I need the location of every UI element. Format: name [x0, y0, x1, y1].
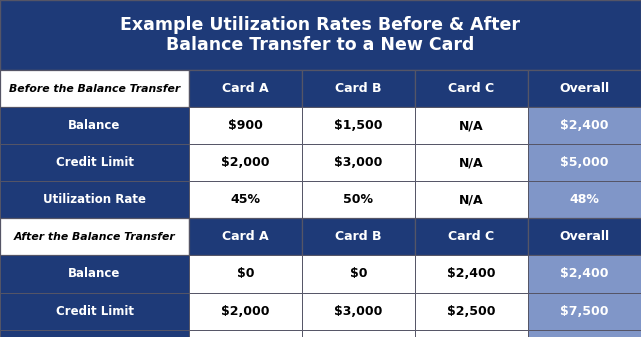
Bar	[302, 330, 415, 337]
Bar	[0, 70, 189, 107]
Text: 50%: 50%	[344, 193, 373, 206]
Text: After the Balance Transfer: After the Balance Transfer	[13, 232, 176, 242]
Text: $3,000: $3,000	[334, 305, 383, 317]
Bar	[0, 144, 189, 181]
Text: Card C: Card C	[448, 231, 494, 243]
Bar	[302, 293, 415, 330]
Text: Overall: Overall	[559, 82, 610, 95]
Text: Balance: Balance	[69, 119, 121, 132]
Bar	[189, 70, 302, 107]
Bar	[415, 330, 528, 337]
Bar	[0, 330, 189, 337]
Bar	[0, 181, 189, 218]
Text: $7,500: $7,500	[560, 305, 608, 317]
Text: $3,000: $3,000	[334, 156, 383, 169]
Bar	[528, 255, 641, 293]
Bar	[528, 330, 641, 337]
Text: $2,000: $2,000	[221, 156, 270, 169]
Bar	[189, 144, 302, 181]
Text: $2,500: $2,500	[447, 305, 495, 317]
Bar	[302, 181, 415, 218]
Bar	[189, 293, 302, 330]
Bar	[528, 181, 641, 218]
Text: Credit Limit: Credit Limit	[56, 305, 133, 317]
Text: Example Utilization Rates Before & After
Balance Transfer to a New Card: Example Utilization Rates Before & After…	[121, 16, 520, 55]
Bar	[189, 330, 302, 337]
Text: N/A: N/A	[459, 156, 483, 169]
Bar	[528, 70, 641, 107]
Text: Card A: Card A	[222, 231, 269, 243]
Bar	[415, 218, 528, 255]
Text: Balance: Balance	[69, 268, 121, 280]
Text: $2,400: $2,400	[560, 119, 608, 132]
Bar	[415, 70, 528, 107]
Text: N/A: N/A	[459, 119, 483, 132]
Bar	[0, 255, 189, 293]
Bar	[302, 144, 415, 181]
Text: Credit Limit: Credit Limit	[56, 156, 133, 169]
Bar	[0, 218, 189, 255]
Text: $2,000: $2,000	[221, 305, 270, 317]
Text: Overall: Overall	[559, 231, 610, 243]
Bar	[415, 255, 528, 293]
Bar	[302, 218, 415, 255]
Text: Card B: Card B	[335, 82, 381, 95]
Bar	[302, 255, 415, 293]
Text: $900: $900	[228, 119, 263, 132]
Bar	[189, 107, 302, 144]
Bar	[0, 107, 189, 144]
Text: $0: $0	[237, 268, 254, 280]
Text: 45%: 45%	[231, 193, 260, 206]
Text: Card A: Card A	[222, 82, 269, 95]
Text: $0: $0	[349, 268, 367, 280]
Text: $2,400: $2,400	[560, 268, 608, 280]
Text: $1,500: $1,500	[334, 119, 383, 132]
Bar	[189, 181, 302, 218]
Bar	[302, 107, 415, 144]
Bar	[415, 107, 528, 144]
Bar	[528, 144, 641, 181]
Bar	[528, 218, 641, 255]
Bar	[415, 144, 528, 181]
Text: Card B: Card B	[335, 231, 381, 243]
Bar	[528, 293, 641, 330]
Text: $5,000: $5,000	[560, 156, 608, 169]
Bar	[0, 0, 641, 70]
Bar	[528, 107, 641, 144]
Bar	[189, 218, 302, 255]
Text: Before the Balance Transfer: Before the Balance Transfer	[9, 84, 180, 94]
Bar	[0, 293, 189, 330]
Bar	[189, 255, 302, 293]
Text: Utilization Rate: Utilization Rate	[43, 193, 146, 206]
Text: 48%: 48%	[569, 193, 599, 206]
Bar	[302, 70, 415, 107]
Bar	[415, 293, 528, 330]
Bar	[415, 181, 528, 218]
Text: N/A: N/A	[459, 193, 483, 206]
Text: $2,400: $2,400	[447, 268, 495, 280]
Text: Card C: Card C	[448, 82, 494, 95]
